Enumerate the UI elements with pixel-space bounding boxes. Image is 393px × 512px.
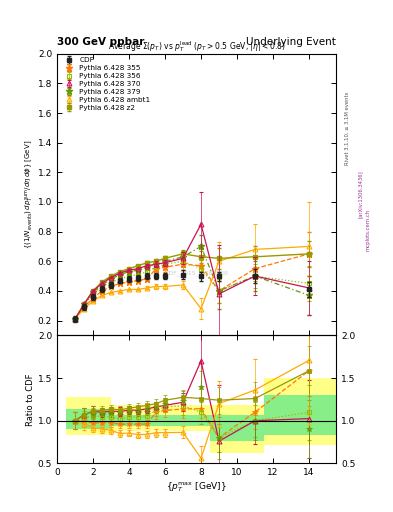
Bar (210, 406, 264, 453)
Text: Underlying Event: Underlying Event (246, 37, 336, 47)
Bar (210, 415, 264, 441)
Text: CDF_2015_I1388868: CDF_2015_I1388868 (165, 270, 228, 276)
Bar (111, 406, 156, 431)
X-axis label: $\{p_T^{\max}$ [GeV]$\}$: $\{p_T^{\max}$ [GeV]$\}$ (166, 480, 227, 494)
Y-axis label: $\{(1/N_{\mathrm{events}})\, dp_T^{\mathrm{sum}}/d\eta\, d\phi\}$ [GeV]: $\{(1/N_{\mathrm{events}})\, dp_T^{\math… (24, 140, 37, 249)
Bar (264, 378, 336, 444)
Bar (66, 397, 111, 435)
Bar (156, 406, 210, 431)
Text: Rivet 3.1.10, ≥ 3.1M events: Rivet 3.1.10, ≥ 3.1M events (345, 91, 350, 165)
Text: 300 GeV ppbar: 300 GeV ppbar (57, 37, 144, 47)
Bar (156, 415, 210, 426)
Title: Average $\Sigma(p_T)$ vs $p_T^{\mathrm{lead}}$ $(p_T > 0.5$ GeV, $|\eta| < 0.8)$: Average $\Sigma(p_T)$ vs $p_T^{\mathrm{l… (108, 39, 285, 54)
Legend: CDF, Pythia 6.428 355, Pythia 6.428 356, Pythia 6.428 370, Pythia 6.428 379, Pyt: CDF, Pythia 6.428 355, Pythia 6.428 356,… (59, 56, 152, 112)
Text: [arXiv:1306.3436]: [arXiv:1306.3436] (358, 170, 363, 219)
Bar (111, 415, 156, 426)
Bar (264, 395, 336, 435)
Bar (66, 409, 111, 429)
Text: mcplots.cern.ch: mcplots.cern.ch (365, 209, 371, 251)
Y-axis label: Ratio to CDF: Ratio to CDF (26, 373, 35, 425)
